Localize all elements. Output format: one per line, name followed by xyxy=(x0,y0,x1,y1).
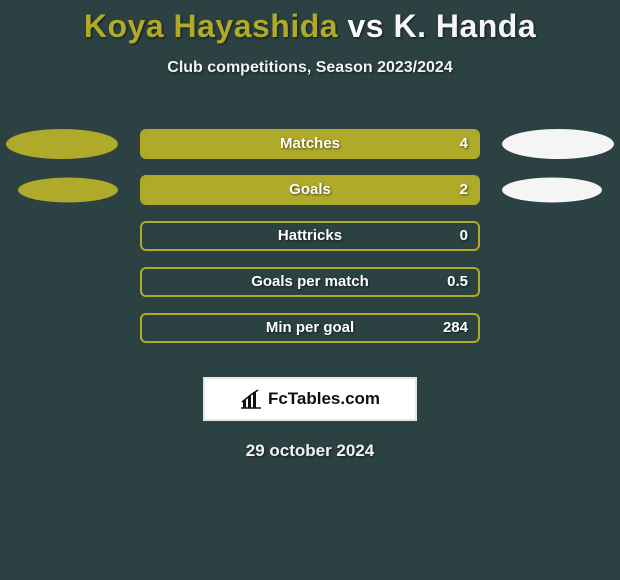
stat-bar: Matches 4 xyxy=(140,129,480,159)
stat-bar: Hattricks 0 xyxy=(140,221,480,251)
bar-chart-icon xyxy=(240,389,262,409)
stat-row-goals-per-match: Goals per match 0.5 xyxy=(0,259,620,305)
stat-row-matches: Matches 4 xyxy=(0,121,620,167)
date-text: 29 october 2024 xyxy=(0,441,620,461)
stat-bar-value: 2 xyxy=(460,177,468,203)
right-marker-ellipse xyxy=(502,178,602,203)
stat-row-goals: Goals 2 xyxy=(0,167,620,213)
stat-bar-value: 4 xyxy=(460,131,468,157)
stat-bar: Goals 2 xyxy=(140,175,480,205)
left-marker-ellipse xyxy=(6,129,118,159)
subtitle: Club competitions, Season 2023/2024 xyxy=(0,59,620,77)
stat-bar-label: Min per goal xyxy=(142,315,478,341)
title-player1: Koya Hayashida xyxy=(84,8,338,44)
left-marker-ellipse xyxy=(18,178,118,203)
page-title: Koya Hayashida vs K. Handa xyxy=(0,0,620,45)
stat-bar-label: Goals per match xyxy=(142,269,478,295)
stat-bar: Goals per match 0.5 xyxy=(140,267,480,297)
stat-bar-label: Matches xyxy=(142,131,478,157)
fctables-logo-text: FcTables.com xyxy=(268,389,380,409)
title-vs: vs xyxy=(347,8,384,44)
stat-bar-value: 284 xyxy=(443,315,468,341)
comparison-rows: Matches 4 Goals 2 Hattricks 0 Goals xyxy=(0,121,620,351)
right-marker-ellipse xyxy=(502,129,614,159)
stat-bar-value: 0 xyxy=(460,223,468,249)
stat-bar-label: Hattricks xyxy=(142,223,478,249)
stat-bar-label: Goals xyxy=(142,177,478,203)
fctables-logo: FcTables.com xyxy=(203,377,417,421)
stat-bar-value: 0.5 xyxy=(447,269,468,295)
stat-row-min-per-goal: Min per goal 284 xyxy=(0,305,620,351)
title-player2: K. Handa xyxy=(393,8,536,44)
stat-row-hattricks: Hattricks 0 xyxy=(0,213,620,259)
stat-bar: Min per goal 284 xyxy=(140,313,480,343)
comparison-card: Koya Hayashida vs K. Handa Club competit… xyxy=(0,0,620,580)
